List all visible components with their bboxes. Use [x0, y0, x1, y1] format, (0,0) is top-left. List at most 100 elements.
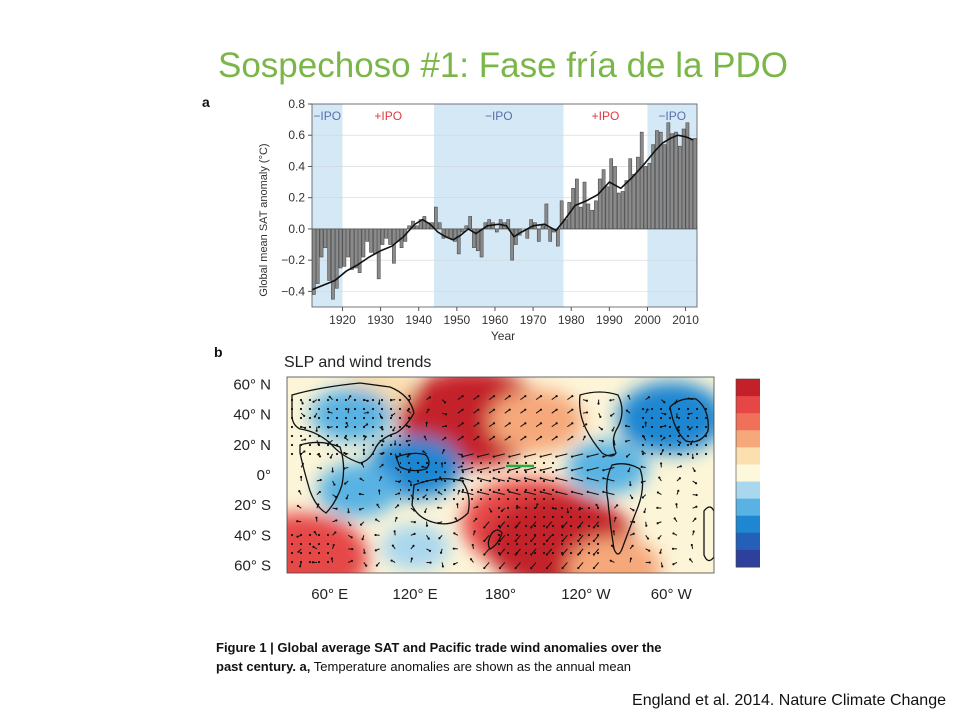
wind-vector-head: [313, 530, 316, 534]
wind-vector-head: [585, 411, 589, 414]
wind-vector-head: [312, 545, 315, 548]
anomaly-bar: [468, 216, 472, 230]
wind-vector-head: [461, 435, 464, 438]
wind-vector-head: [313, 415, 316, 418]
wind-vector-head: [296, 504, 300, 508]
wind-vector-head: [381, 463, 384, 466]
wind-vector: [530, 548, 537, 555]
wind-vector-head: [625, 455, 629, 458]
wind-vector-head: [492, 469, 495, 472]
wind-vector-head: [429, 561, 432, 564]
wind-vector: [562, 521, 568, 528]
wind-vector: [477, 453, 490, 458]
wind-vector-head: [477, 435, 480, 438]
wind-vector-head: [351, 548, 354, 551]
wind-vector-head: [409, 483, 413, 487]
wind-vector-head: [687, 412, 690, 416]
slp-anomaly-blob: [566, 440, 649, 495]
wind-vector-head: [694, 517, 697, 520]
anomaly-bar: [544, 203, 549, 230]
wind-vector-head: [555, 477, 558, 480]
continent-outlines: [291, 382, 714, 562]
wind-vector: [477, 466, 490, 471]
wind-vector: [540, 453, 552, 458]
wind-vector-head: [315, 516, 318, 519]
anomaly-bar: [670, 133, 674, 230]
wind-vector-head: [498, 553, 502, 556]
wind-vector-head: [444, 424, 448, 428]
anomaly-bar: [628, 158, 633, 230]
wind-vector-head: [345, 421, 348, 425]
wind-vector: [493, 491, 505, 496]
wind-trend-vectors: [296, 394, 698, 570]
wind-vector-head: [393, 530, 396, 533]
wind-vector-head: [461, 422, 464, 425]
wind-vector-head: [508, 477, 511, 480]
anomaly-bar: [445, 228, 450, 237]
wind-vector-head: [397, 468, 400, 471]
anomaly-bar: [369, 228, 373, 253]
wind-vector-head: [381, 428, 384, 431]
wind-vector-head: [661, 449, 664, 452]
x-tick-label: 2000: [634, 313, 661, 327]
wind-vector-head: [498, 526, 502, 529]
latitude-label: 60° N: [233, 377, 271, 394]
wind-vector-head: [578, 508, 581, 511]
latitude-label: 20° S: [234, 497, 271, 514]
wind-vector-head: [561, 526, 564, 529]
wind-vector-head: [629, 557, 633, 560]
wind-vector-head: [461, 395, 464, 398]
wind-vector-head: [442, 449, 445, 452]
wind-vector-head: [299, 565, 302, 568]
wind-vector-head: [508, 469, 511, 472]
slp-anomaly-blob: [317, 462, 399, 518]
wind-vector-head: [437, 506, 440, 509]
wind-vector: [546, 521, 553, 528]
wind-vector-head: [365, 564, 368, 567]
wind-vector-head: [343, 451, 346, 455]
wind-vector-head: [523, 455, 527, 458]
wind-vector-head: [691, 456, 694, 459]
ipo-phase-band: [433, 104, 564, 307]
wind-vector-head: [492, 490, 495, 493]
wind-vector-head: [629, 483, 632, 487]
colorbar-swatch: [736, 498, 760, 517]
wind-vector-head: [539, 490, 542, 493]
wind-vector-head: [586, 477, 589, 480]
wind-vector: [477, 477, 490, 482]
wind-vector-head: [508, 435, 511, 438]
y-tick-label: 0.0: [288, 222, 305, 236]
wind-vector-head: [508, 455, 511, 458]
wind-vector: [571, 477, 584, 482]
wind-vector-head: [437, 491, 440, 494]
wind-vector-head: [571, 435, 574, 438]
anomaly-bar: [479, 228, 484, 258]
wind-vector-head: [317, 442, 320, 446]
wind-vector-head: [663, 436, 666, 439]
caption-line-2-bold: past century. a,: [216, 659, 311, 674]
wind-vector-head: [616, 504, 619, 507]
wind-vector-head: [640, 465, 643, 468]
anomaly-bar: [495, 228, 499, 233]
wind-vector-head: [536, 503, 539, 506]
anomaly-bar: [658, 131, 663, 230]
wind-vector-head: [428, 549, 432, 552]
colorbar-swatch: [736, 464, 760, 483]
wind-vector-head: [625, 440, 628, 443]
wind-vector-head: [458, 489, 461, 492]
wind-vector-head: [675, 416, 679, 419]
wind-vector-head: [421, 465, 424, 468]
anomaly-bar: [376, 228, 381, 280]
wind-vector-head: [349, 524, 352, 527]
wind-vector: [562, 534, 568, 542]
wind-vector-head: [460, 465, 463, 468]
wind-vector-head: [508, 395, 511, 398]
wind-vector-head: [663, 401, 666, 404]
latitude-label: 40° S: [234, 527, 271, 544]
wind-vector-head: [690, 543, 693, 547]
anomaly-bar: [624, 180, 629, 230]
wind-vector-head: [382, 451, 385, 455]
wind-vector: [524, 491, 537, 496]
wind-vector-head: [625, 409, 629, 412]
anomaly-bar: [578, 206, 583, 230]
